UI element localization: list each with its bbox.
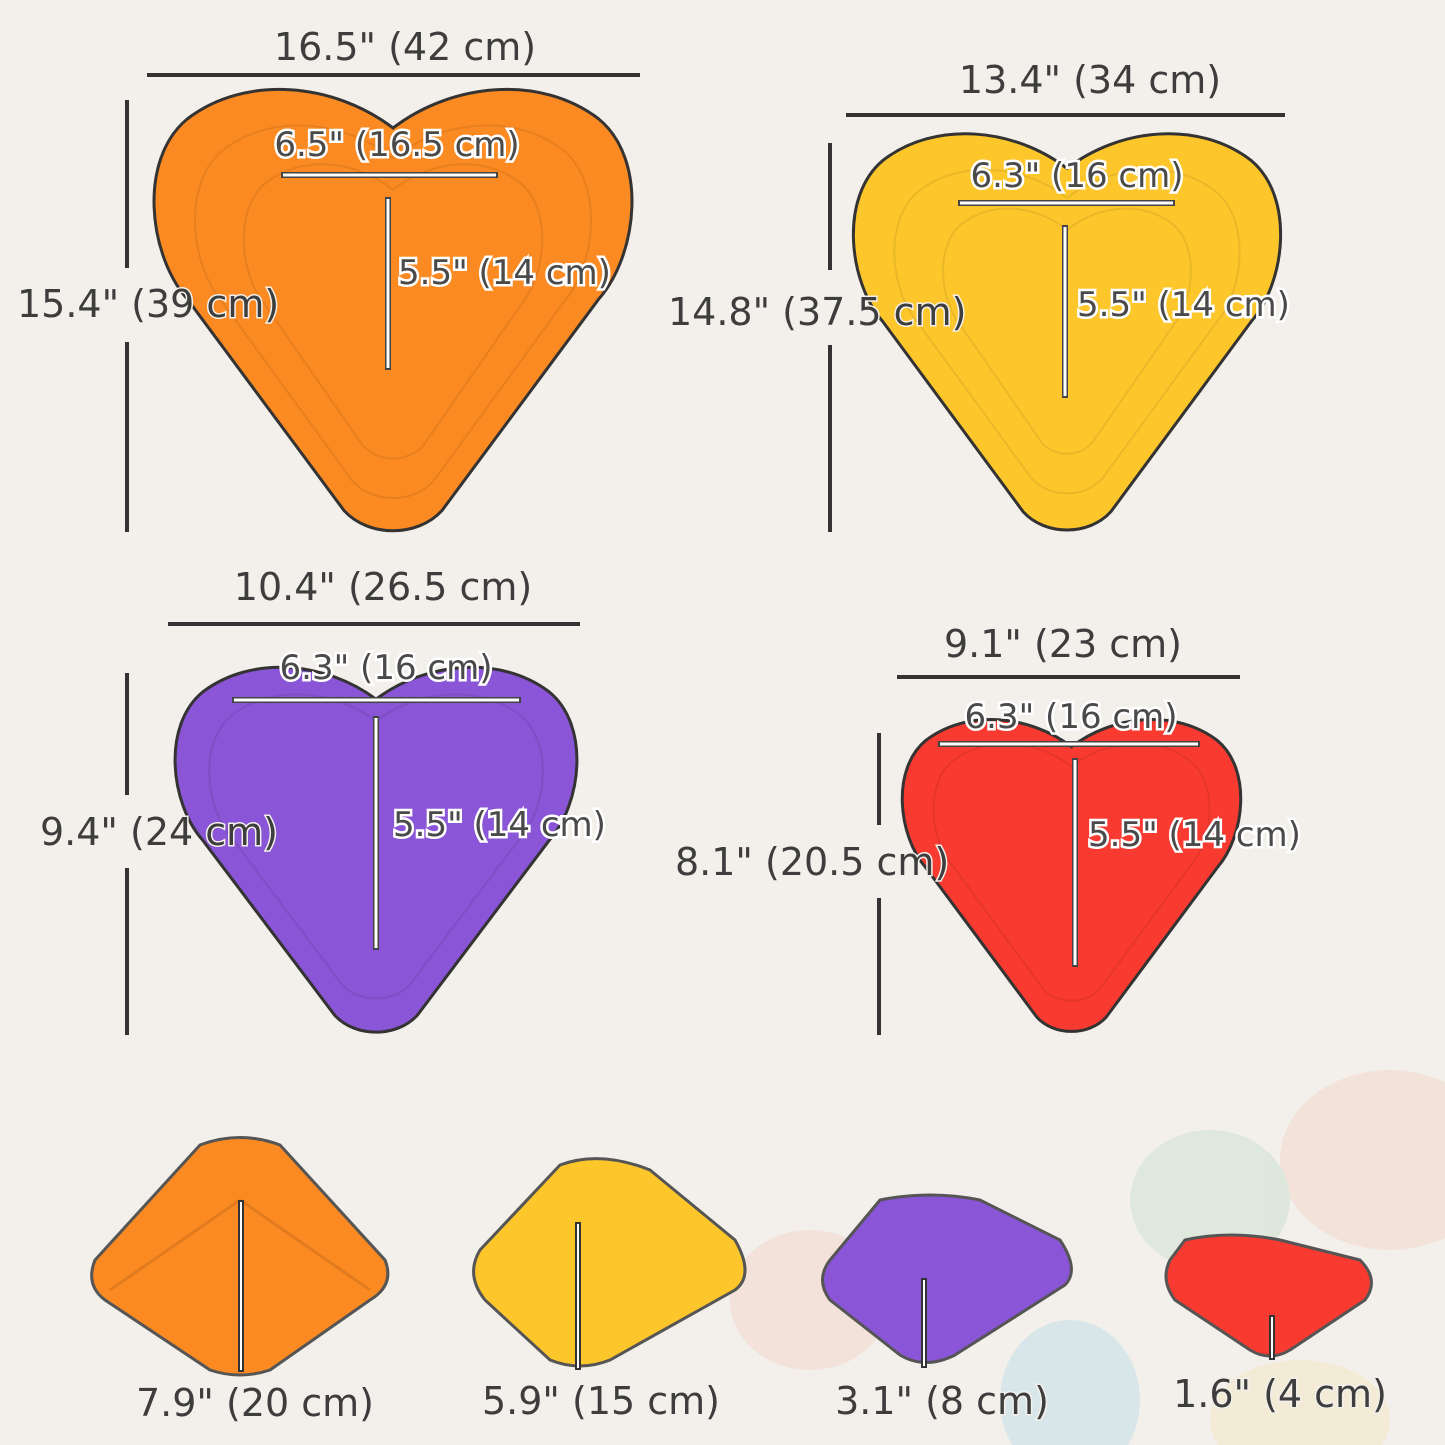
height-label: 1.6" (4 cm) (1173, 1372, 1387, 1416)
height-label: 5.9" (15 cm) (482, 1379, 720, 1423)
inner-length-label: 5.5" (14 cm) (398, 253, 611, 293)
stone-purple: 10.4" (26.5 cm) 9.4" (24 cm) 6.3" (16 cm… (39, 564, 608, 1035)
height-label: 3.1" (8 cm) (835, 1379, 1049, 1423)
inner-width-label: 6.3" (16 cm) (280, 648, 493, 688)
height-label: 7.9" (20 cm) (136, 1381, 374, 1425)
length-label: 8.1" (20.5 cm) (675, 840, 949, 884)
length-label: 9.4" (24 cm) (40, 810, 278, 854)
inner-length-label: 5.5" (14 cm) (1077, 285, 1290, 325)
width-label: 16.5" (42 cm) (274, 25, 536, 69)
width-label: 10.4" (26.5 cm) (234, 565, 532, 609)
width-label: 13.4" (34 cm) (959, 58, 1221, 102)
side-view-yellow: 5.9" (15 cm) (472, 1157, 747, 1425)
length-label: 15.4" (39 cm) (17, 282, 279, 326)
inner-length-label: 5.5" (14 cm) (393, 805, 606, 845)
width-label: 9.1" (23 cm) (944, 622, 1182, 666)
stone-yellow: 13.4" (34 cm) 14.8" (37.5 cm) 6.3" (16 c… (667, 57, 1292, 532)
stone-red: 9.1" (23 cm) 8.1" (20.5 cm) 6.3" (16 cm)… (674, 621, 1303, 1035)
side-view-orange: 7.9" (20 cm) (90, 1136, 390, 1427)
side-view-purple: 3.1" (8 cm) (821, 1193, 1073, 1425)
inner-width-label: 6.3" (16 cm) (971, 156, 1184, 196)
side-view-red: 1.6" (4 cm) (1164, 1233, 1388, 1418)
inner-width-label: 6.3" (16 cm) (965, 697, 1178, 737)
inner-length-label: 5.5" (14 cm) (1088, 815, 1301, 855)
inner-width-label: 6.5" (16.5 cm) (274, 125, 519, 165)
stone-orange-large: 16.5" (42 cm) 15.4" (39 cm) 6.5" (16.5 c… (16, 24, 640, 532)
length-label: 14.8" (37.5 cm) (668, 290, 966, 334)
